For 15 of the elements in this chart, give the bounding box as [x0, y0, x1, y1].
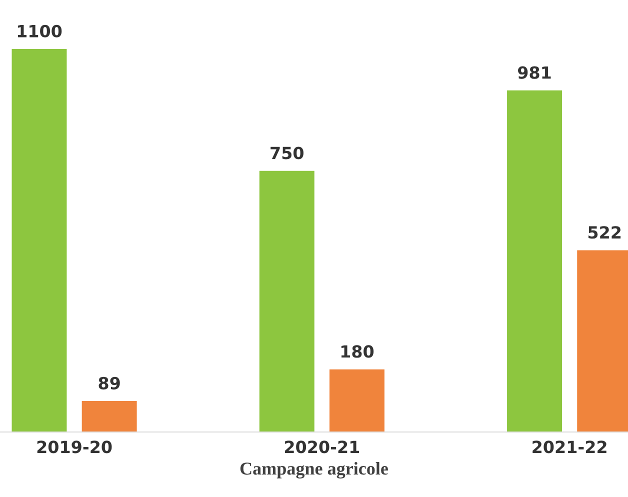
- x-tick-label: 2020-21: [284, 440, 360, 454]
- bar: [259, 170, 314, 432]
- data-label: 180: [341, 345, 374, 358]
- bar: [507, 90, 562, 432]
- x-tick-label: 2021-22: [532, 440, 606, 454]
- data-label: 89: [98, 376, 120, 390]
- bar: [82, 401, 137, 432]
- data-label: 981: [518, 66, 551, 79]
- data-label: 522: [588, 226, 621, 239]
- x-axis-title: Campagne agricole: [240, 462, 388, 479]
- data-label: 750: [270, 146, 304, 160]
- data-label: 1100: [18, 24, 62, 38]
- x-tick-label: 2019-20: [37, 440, 112, 454]
- bar: [329, 369, 384, 432]
- bar: [12, 48, 67, 432]
